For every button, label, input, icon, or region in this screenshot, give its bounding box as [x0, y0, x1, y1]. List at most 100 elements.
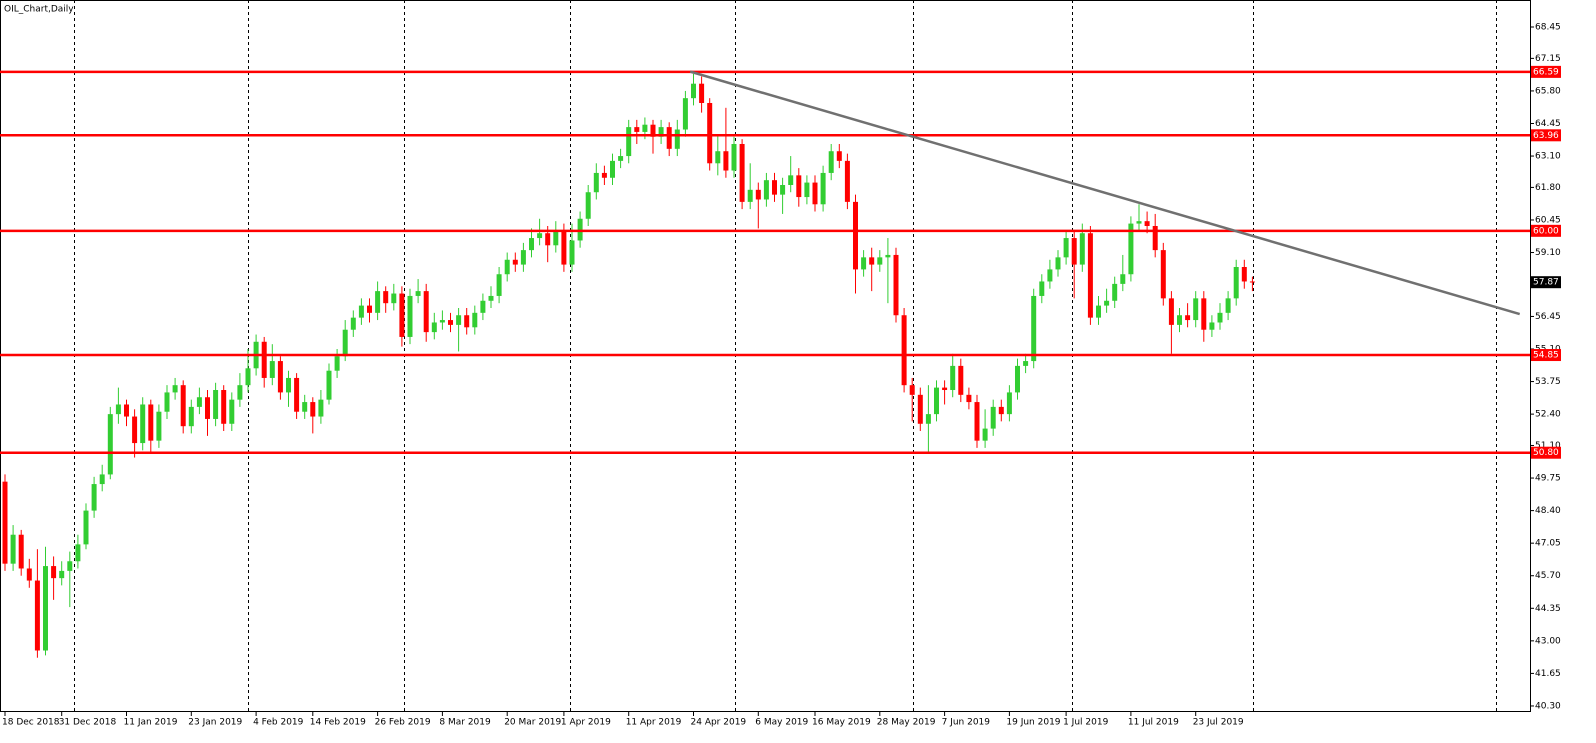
candle-body [796, 175, 802, 198]
candle-body [1104, 300, 1110, 306]
x-tick-label: 7 Jun 2019 [942, 718, 991, 728]
candle-body [836, 151, 842, 161]
candle-body [326, 370, 332, 400]
candle-body [375, 291, 381, 313]
x-tick-label: 24 Apr 2019 [691, 718, 747, 728]
candle-body [925, 414, 931, 424]
candle-body [869, 257, 875, 265]
y-tick-label: 63.10 [1535, 152, 1561, 162]
candle-body [1128, 223, 1134, 275]
candle-body [1177, 315, 1182, 325]
candle-body [1023, 361, 1029, 366]
x-tick-label: 16 May 2019 [812, 718, 871, 728]
candle-body [26, 568, 32, 581]
candle-body [51, 566, 57, 579]
candle-body [626, 127, 632, 157]
candle-body [634, 127, 640, 132]
y-tick-label: 64.45 [1535, 119, 1561, 129]
candle-body [1193, 298, 1199, 321]
candle-body [593, 172, 599, 193]
candle-body [885, 254, 891, 258]
level-label: 66.59 [1533, 67, 1559, 77]
level-label: 54.85 [1533, 351, 1559, 361]
candle-body [1079, 233, 1085, 265]
candle-body [1087, 233, 1093, 318]
y-tick-label: 47.05 [1535, 539, 1561, 549]
candle-body [901, 315, 907, 386]
candle-body [982, 428, 988, 441]
candle-body [1233, 267, 1239, 299]
candle-body [1120, 274, 1126, 284]
candle-body [828, 151, 834, 173]
candle-body [861, 257, 867, 270]
candle-body [1136, 221, 1142, 224]
candle-body [942, 387, 948, 391]
candle-body [334, 356, 340, 371]
candle-body [407, 295, 413, 337]
y-tick-label: 45.70 [1535, 571, 1561, 581]
candle-body [472, 312, 478, 328]
candle-body [294, 377, 300, 412]
candle-body [1225, 298, 1231, 313]
x-tick-label: 11 Apr 2019 [626, 718, 682, 728]
candle-body [561, 230, 567, 265]
candle-body [480, 300, 486, 313]
candle-body [75, 544, 81, 562]
candle-body [1144, 221, 1150, 226]
candle-body [1168, 298, 1174, 325]
level-label: 50.80 [1533, 448, 1559, 458]
last-price-label: 57.87 [1533, 278, 1559, 288]
candle-body [229, 399, 235, 424]
candle-body [512, 259, 518, 265]
x-tick-label: 23 Jan 2019 [188, 718, 242, 728]
candle-body [958, 365, 964, 395]
y-tick-label: 48.40 [1535, 506, 1561, 516]
candle-body [431, 322, 437, 333]
candle-body [844, 160, 850, 202]
level-label-box [1531, 224, 1561, 237]
candle-body [140, 404, 146, 444]
candle-body [196, 397, 202, 407]
candle-body [569, 240, 575, 265]
candle-body [682, 98, 688, 130]
x-tick-label: 26 Feb 2019 [375, 718, 431, 728]
y-tick-label: 49.75 [1535, 474, 1561, 484]
candle-body [812, 182, 818, 205]
x-tick-label: 31 Dec 2018 [59, 718, 117, 728]
candle-body [67, 561, 73, 571]
candle-body [415, 291, 421, 296]
chart-title: OIL_Chart,Daily [4, 5, 74, 15]
candle-body [1241, 267, 1247, 282]
candle-body [618, 156, 624, 161]
candle-body [601, 172, 607, 178]
candle-body [747, 189, 753, 202]
candle-body [367, 305, 372, 313]
candle-body [723, 151, 729, 171]
candle-body [853, 201, 858, 270]
candle-body [1185, 315, 1191, 321]
candle-body [804, 182, 810, 198]
candle-body [553, 230, 559, 246]
candle-body [990, 406, 996, 429]
candle-body [755, 189, 761, 200]
candle-body [1039, 281, 1045, 296]
candle-body [448, 320, 453, 325]
candle-body [788, 175, 794, 185]
y-tick-label: 59.10 [1535, 248, 1561, 258]
candle-body [318, 399, 324, 417]
candle-body [148, 404, 154, 441]
trendline [689, 70, 1521, 316]
candle-body [731, 143, 737, 171]
candle-body [43, 566, 48, 651]
candle-body [1015, 365, 1020, 393]
candle-body [83, 510, 89, 545]
candle-body [1112, 283, 1118, 301]
candle-body [423, 291, 429, 333]
candle-body [132, 416, 138, 444]
candle-body [998, 406, 1004, 415]
x-tick-label: 1 Jul 2019 [1063, 718, 1108, 728]
candle-body [221, 390, 227, 424]
candle-body [188, 406, 194, 427]
